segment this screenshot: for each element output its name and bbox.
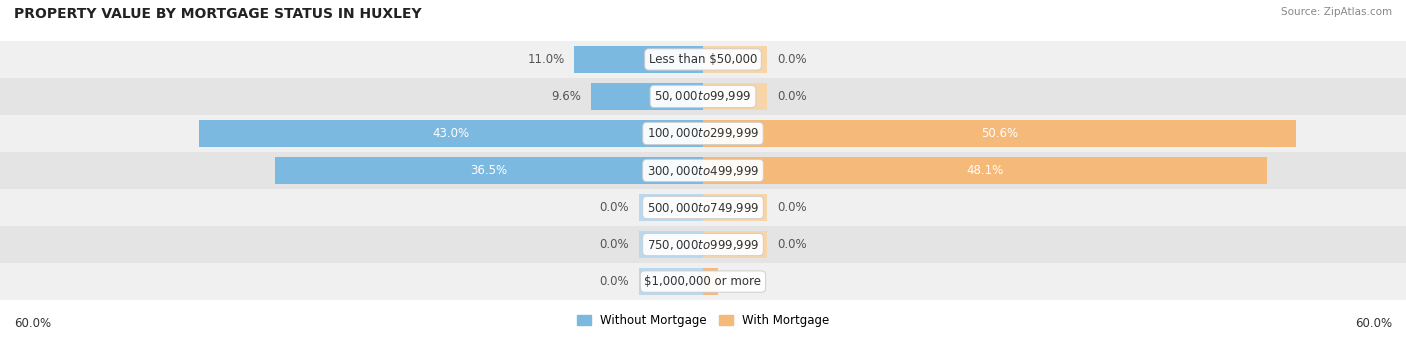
Text: $1,000,000 or more: $1,000,000 or more [644,275,762,288]
Text: $100,000 to $299,999: $100,000 to $299,999 [647,127,759,140]
Bar [703,120,1296,147]
Text: $750,000 to $999,999: $750,000 to $999,999 [647,238,759,252]
Bar [703,157,1267,184]
Text: $300,000 to $499,999: $300,000 to $499,999 [647,163,759,178]
Text: 1.3%: 1.3% [728,275,758,288]
Bar [574,46,703,73]
Bar [0,189,1406,226]
Text: 50.6%: 50.6% [981,127,1018,140]
Bar [0,78,1406,115]
Text: 36.5%: 36.5% [471,164,508,177]
Bar [0,226,1406,263]
Bar [0,152,1406,189]
Text: PROPERTY VALUE BY MORTGAGE STATUS IN HUXLEY: PROPERTY VALUE BY MORTGAGE STATUS IN HUX… [14,7,422,21]
Text: 60.0%: 60.0% [1355,317,1392,330]
Text: $50,000 to $99,999: $50,000 to $99,999 [654,89,752,103]
Bar [638,268,703,295]
Bar [200,120,703,147]
Text: 0.0%: 0.0% [778,90,807,103]
Bar [591,83,703,110]
Text: 0.0%: 0.0% [778,201,807,214]
Text: 9.6%: 9.6% [551,90,581,103]
Text: 0.0%: 0.0% [599,275,630,288]
Text: 60.0%: 60.0% [14,317,51,330]
Text: 0.0%: 0.0% [778,238,807,251]
Text: 11.0%: 11.0% [527,53,565,66]
Bar [703,268,718,295]
Text: Less than $50,000: Less than $50,000 [648,53,758,66]
Bar [0,263,1406,300]
Text: 43.0%: 43.0% [433,127,470,140]
Bar [703,46,768,73]
Bar [703,194,768,221]
Bar [0,115,1406,152]
Bar [276,157,703,184]
Bar [0,41,1406,78]
Bar [703,231,768,258]
Text: 48.1%: 48.1% [966,164,1004,177]
Bar [703,83,768,110]
Text: Source: ZipAtlas.com: Source: ZipAtlas.com [1281,7,1392,17]
Bar [638,231,703,258]
Bar [638,194,703,221]
Legend: Without Mortgage, With Mortgage: Without Mortgage, With Mortgage [572,309,834,332]
Text: $500,000 to $749,999: $500,000 to $749,999 [647,201,759,214]
Text: 0.0%: 0.0% [778,53,807,66]
Text: 0.0%: 0.0% [599,238,630,251]
Text: 0.0%: 0.0% [599,201,630,214]
